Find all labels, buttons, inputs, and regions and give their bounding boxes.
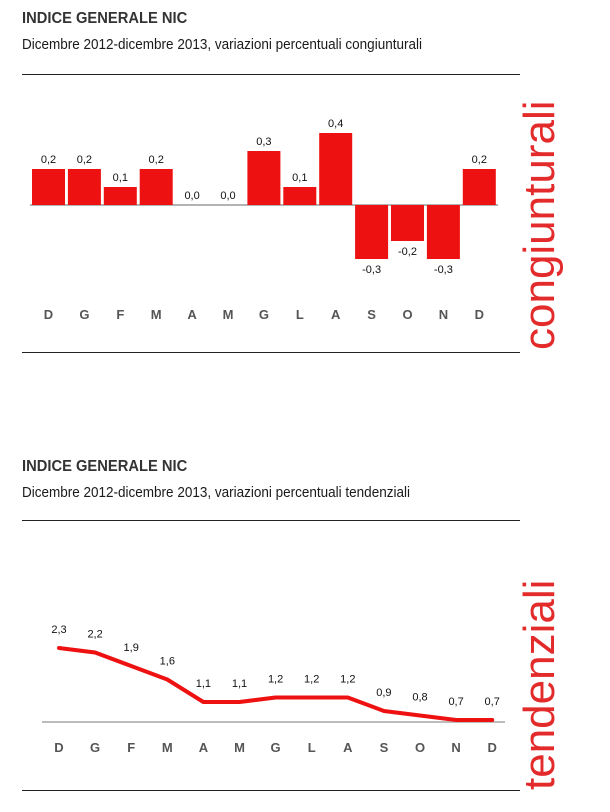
data-point xyxy=(454,718,458,722)
bar xyxy=(32,169,65,205)
bar xyxy=(67,169,101,205)
data-label: 0,2 xyxy=(149,154,164,166)
tick-label: A xyxy=(343,740,353,755)
tick-label: S xyxy=(367,307,376,322)
tick-label: A xyxy=(187,307,197,322)
tick-label: M xyxy=(151,307,162,322)
tick-label: G xyxy=(79,307,89,322)
data-label: 0,4 xyxy=(328,118,343,130)
tick-label: L xyxy=(308,740,316,755)
tick-label: A xyxy=(331,307,341,322)
data-point xyxy=(238,700,241,704)
bar xyxy=(355,205,389,259)
line-chart: 2,3 D 2,2 G 1,9 F 1,6 M 1,1 A 1,1 M 1,2 G 1,2 L 1,2 A 0,9 S… xyxy=(42,624,505,755)
top-rule xyxy=(22,74,520,75)
data-point xyxy=(274,696,278,699)
data-point xyxy=(346,696,350,699)
bar xyxy=(391,205,424,241)
bar xyxy=(319,133,353,205)
data-label: -0,3 xyxy=(362,264,381,276)
bar xyxy=(139,169,173,205)
data-label: 1,2 xyxy=(304,674,319,686)
tick-label: N xyxy=(451,740,460,755)
tick-label: D xyxy=(488,740,497,755)
bar xyxy=(426,205,460,259)
data-point xyxy=(57,646,61,650)
data-point xyxy=(201,700,205,704)
data-label: 0,9 xyxy=(376,687,391,699)
data-label: 1,9 xyxy=(124,642,139,654)
data-label: 2,3 xyxy=(51,624,66,636)
data-label: 0,7 xyxy=(485,696,500,708)
tick-label: G xyxy=(271,740,281,755)
data-point xyxy=(382,709,386,713)
tick-label: M xyxy=(234,740,245,755)
data-label: 1,1 xyxy=(232,678,247,690)
data-label: 2,2 xyxy=(87,629,102,641)
top-rule xyxy=(22,520,520,521)
chart-subtitle: Dicembre 2012-dicembre 2013, variazioni … xyxy=(22,36,422,53)
tick-label: O xyxy=(402,307,412,322)
data-point xyxy=(310,696,314,699)
data-label: 0,8 xyxy=(412,692,427,704)
tick-label: D xyxy=(475,307,484,322)
tick-label: O xyxy=(415,740,425,755)
tick-label: F xyxy=(116,307,124,322)
bottom-rule xyxy=(22,352,520,353)
tick-label: D xyxy=(54,740,63,755)
data-point xyxy=(165,678,169,681)
data-label: 0,0 xyxy=(220,190,235,202)
data-point xyxy=(129,664,133,668)
chart-title: INDICE GENERALE NIC xyxy=(22,10,188,27)
bottom-rule xyxy=(22,790,520,791)
data-label: 1,2 xyxy=(268,674,283,686)
data-label: -0,2 xyxy=(398,246,417,258)
data-label: 1,2 xyxy=(340,674,355,686)
data-label: 0,1 xyxy=(113,172,128,184)
data-label: 0,0 xyxy=(184,190,199,202)
data-label: -0,3 xyxy=(434,264,453,276)
tick-label: N xyxy=(439,307,448,322)
tick-label: G xyxy=(90,740,100,755)
data-label: 1,1 xyxy=(196,678,211,690)
tick-label: M xyxy=(223,307,234,322)
data-point xyxy=(490,718,494,722)
tick-label: F xyxy=(127,740,135,755)
data-point xyxy=(93,651,97,654)
data-label: 0,2 xyxy=(472,154,487,166)
tick-label: D xyxy=(44,307,53,322)
data-label: 0,7 xyxy=(448,696,463,708)
data-label: 0,2 xyxy=(41,154,56,166)
bar xyxy=(462,169,496,205)
tick-label: S xyxy=(380,740,389,755)
bar xyxy=(103,187,137,205)
side-label-congiunturali: congiunturali xyxy=(515,100,564,351)
data-label: 1,6 xyxy=(160,656,175,668)
data-label: 0,3 xyxy=(256,136,271,148)
data-label: 0,1 xyxy=(292,172,307,184)
chart-title: INDICE GENERALE NIC xyxy=(22,458,188,475)
tick-label: A xyxy=(199,740,209,755)
tick-label: L xyxy=(296,307,304,322)
bar xyxy=(283,187,317,205)
data-point xyxy=(418,714,422,717)
bar-chart: 0,2 D 0,2 G 0,1 F 0,2 M 0,0 A 0,0 M 0,3 G 0,1 L 0,4 A -0,3… xyxy=(30,118,498,322)
bar xyxy=(247,151,281,205)
tick-label: M xyxy=(162,740,173,755)
data-label: 0,2 xyxy=(77,154,92,166)
side-label-tendenziali: tendenziali xyxy=(515,579,564,790)
chart-subtitle: Dicembre 2012-dicembre 2013, variazioni … xyxy=(22,484,410,501)
tick-label: G xyxy=(259,307,269,322)
